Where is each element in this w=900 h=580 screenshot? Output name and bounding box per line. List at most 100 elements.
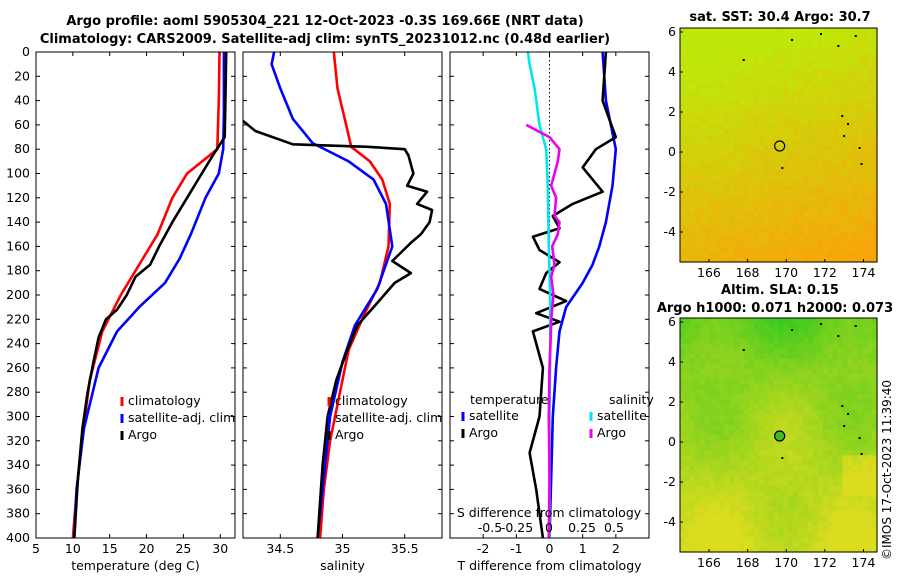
map-cell	[832, 119, 839, 126]
map-cell	[768, 155, 775, 161]
map-cell	[748, 450, 755, 456]
map-cell	[862, 440, 868, 446]
map-cell	[803, 180, 809, 187]
map-cell	[872, 414, 878, 421]
map-cell	[778, 328, 785, 334]
map-cell	[808, 379, 814, 385]
map-cell	[739, 33, 745, 39]
map-cell	[798, 83, 804, 90]
map-cell	[872, 119, 878, 126]
map-cell	[684, 399, 691, 406]
map-cell	[684, 221, 691, 227]
map-cell	[847, 231, 853, 238]
map-cell	[808, 48, 814, 55]
map-cell	[689, 353, 696, 360]
map-cell	[709, 379, 716, 385]
map-cell	[689, 440, 696, 446]
map-cell	[783, 485, 789, 492]
map-cell	[808, 83, 814, 90]
map-cell	[699, 435, 706, 441]
map-cell	[812, 409, 819, 416]
map-cell	[808, 256, 814, 263]
map-cell	[817, 516, 824, 523]
map-cell	[798, 180, 804, 187]
map-cell	[724, 516, 730, 523]
map-cell	[734, 129, 740, 136]
map-cell	[773, 414, 780, 421]
map-cell	[753, 185, 760, 192]
map-cell	[803, 496, 809, 502]
map-cell	[827, 343, 834, 350]
map-cell	[719, 389, 725, 395]
map-cell	[753, 404, 760, 411]
map-cell	[793, 241, 799, 248]
map-cell	[788, 94, 794, 100]
map-cell	[788, 206, 794, 212]
map-cell	[852, 256, 858, 263]
map-x-tick-label: 168	[736, 265, 760, 280]
map-cell	[872, 475, 878, 482]
map-cell	[734, 455, 740, 462]
map-cell	[739, 409, 745, 416]
map-cell	[847, 455, 853, 462]
map-cell	[803, 124, 809, 131]
map-cell	[783, 496, 789, 502]
map-cell	[714, 226, 720, 233]
map-cell	[773, 221, 780, 227]
depth-tick-label: 20	[14, 68, 30, 83]
map-cell	[837, 460, 844, 467]
map-cell	[847, 379, 853, 385]
map-cell	[744, 338, 750, 345]
map-cell	[709, 211, 716, 217]
map-cell	[862, 251, 868, 258]
map-cell	[788, 379, 794, 385]
map-cell	[684, 485, 691, 492]
map-cell	[842, 546, 849, 553]
map-cell	[689, 480, 696, 487]
map-cell	[822, 206, 829, 212]
map-cell	[680, 226, 686, 233]
map-cell	[783, 104, 789, 110]
map-cell	[709, 460, 716, 467]
map-cell	[684, 155, 691, 161]
map-cell	[867, 211, 873, 217]
map-cell	[680, 501, 686, 507]
map-cell	[847, 139, 853, 146]
map-cell	[867, 506, 873, 512]
map-cell	[872, 338, 878, 345]
map-cell	[744, 150, 750, 156]
map-cell	[778, 99, 785, 105]
map-cell	[768, 470, 775, 477]
map-cell	[709, 48, 716, 55]
map-cell	[842, 368, 849, 375]
map-cell	[773, 521, 780, 528]
map-cell	[768, 48, 775, 55]
map-cell	[822, 384, 829, 390]
map-cell	[857, 501, 863, 507]
map-cell	[773, 455, 780, 462]
map-cell	[778, 211, 785, 217]
map-cell	[739, 48, 745, 55]
map-cell	[842, 160, 849, 166]
map-cell	[827, 226, 834, 233]
map-cell	[758, 73, 765, 80]
map-cell	[872, 379, 878, 385]
map-cell	[704, 511, 711, 517]
map-cell	[857, 94, 863, 100]
map-cell	[837, 389, 844, 395]
map-cell	[837, 480, 844, 487]
map-cell	[803, 363, 809, 370]
map-cell	[783, 48, 789, 55]
map-cell	[812, 475, 819, 482]
map-cell	[832, 424, 839, 431]
map-cell	[773, 190, 780, 197]
map-cell	[837, 89, 844, 95]
map-cell	[748, 231, 755, 238]
map-cell	[812, 134, 819, 141]
map-cell	[778, 175, 785, 182]
map-cell	[689, 343, 696, 350]
map-cell	[739, 246, 745, 253]
map-cell	[694, 94, 701, 100]
map-cell	[729, 516, 735, 523]
map-cell	[694, 185, 701, 192]
